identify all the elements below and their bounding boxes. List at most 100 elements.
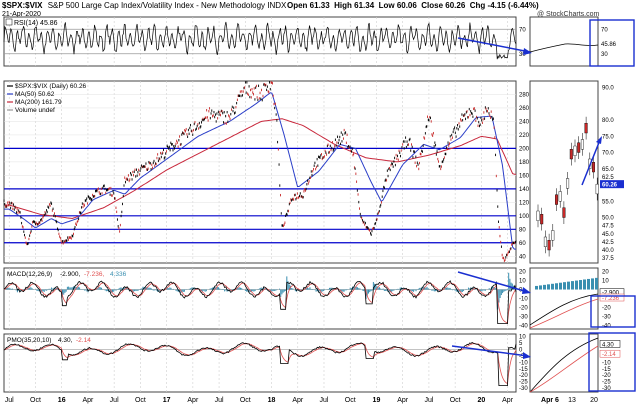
pmo-y-tick: 0 (519, 347, 523, 353)
macd-hist-bar (307, 287, 309, 290)
price-bar (143, 164, 145, 168)
macd-hist-bar (74, 286, 76, 290)
inset-x-tick-label: 20 (590, 397, 598, 404)
price-bar (256, 96, 258, 99)
price-y-tick: 100 (519, 214, 530, 220)
macd-hist-bar (69, 287, 71, 290)
price-bar (11, 202, 13, 205)
pmo-y-tick: -10 (519, 360, 528, 366)
macd-hist-bar (281, 289, 283, 295)
macd-hist-bar (372, 281, 374, 290)
price-bar (89, 197, 91, 200)
price-bar (428, 119, 430, 122)
price-bar (100, 187, 102, 190)
price-bar (470, 111, 472, 115)
price-bar (465, 117, 467, 121)
price-bar (133, 170, 135, 174)
price-bar (302, 196, 303, 199)
price-bar (106, 188, 108, 192)
price-bar (448, 144, 450, 147)
price-bar (269, 87, 271, 91)
x-tick-label: Apr (82, 397, 94, 404)
price-bar (146, 168, 148, 171)
macd-hist-bar (181, 289, 183, 292)
price-bar (232, 109, 234, 113)
price-bar (479, 124, 480, 128)
x-tick-label: Oct (135, 397, 146, 404)
macd-hist-bar (417, 288, 419, 290)
rsi-inset-line (529, 43, 599, 53)
price-bar (87, 195, 89, 198)
price-bar (410, 149, 412, 152)
price-bar (201, 121, 202, 124)
macd-hist-bar (48, 288, 50, 290)
macd-hist-bar (120, 287, 122, 290)
price-bar (103, 184, 105, 187)
price-bar (323, 156, 325, 159)
price-bar (358, 200, 360, 204)
macd-hist-bar (105, 289, 107, 292)
price-bar (484, 117, 486, 120)
macd-hist-bar (172, 288, 174, 290)
price-bar (511, 242, 513, 245)
price-bar (174, 144, 176, 148)
price-bar (157, 159, 159, 163)
price-bar (189, 126, 191, 130)
price-y-tick: 180 (519, 160, 530, 166)
macd-hist-bar (54, 287, 56, 290)
price-bar (351, 150, 352, 153)
price-bar (145, 162, 147, 165)
price-bar (111, 194, 113, 197)
price-bar (222, 111, 224, 115)
price-bar (406, 140, 408, 143)
macd-hist-bar (154, 289, 156, 291)
inset-macd-hist (571, 281, 574, 290)
price-bar (259, 91, 261, 95)
price-bar (118, 227, 120, 230)
macd-hist-bar (66, 286, 68, 290)
price-bar (71, 234, 73, 237)
rsi-line (3, 21, 517, 60)
inset-macd-hist (555, 283, 558, 290)
price-bar (157, 153, 159, 156)
macd-hist-bar (447, 287, 449, 290)
macd-hist-bar (76, 287, 78, 290)
price-bar (174, 147, 175, 150)
macd-hist-bar (221, 289, 223, 290)
macd-hist-bar (166, 287, 168, 290)
price-bar (265, 83, 267, 87)
price-trend-arrow (581, 139, 601, 186)
price-bar (475, 119, 477, 122)
macd-hist-bar (27, 288, 29, 290)
price-bar (298, 196, 300, 199)
x-tick-label: Apr (397, 397, 409, 404)
pmo-last-tag (599, 340, 621, 348)
price-bar (159, 158, 161, 161)
price-bar (242, 94, 243, 97)
price-bar (56, 227, 58, 230)
price-bar (283, 223, 285, 226)
macd-hist-bar (259, 288, 261, 290)
macd-hist-bar (142, 286, 144, 290)
macd-hist-bar (437, 289, 439, 292)
price-bar (223, 121, 224, 124)
inset-price-y-tick: 75.0 (602, 134, 614, 140)
macd-hist-bar (508, 272, 510, 290)
macd-hist-bar (244, 289, 246, 292)
price-bar (131, 178, 133, 181)
price-bar (293, 198, 295, 201)
price-bar (167, 145, 169, 149)
price-bar (233, 106, 235, 109)
x-tick-label: Apr (292, 397, 304, 404)
macd-hist-bar (155, 289, 157, 291)
price-bar (54, 212, 55, 215)
price-bar (472, 115, 474, 118)
macd-hist-bar (291, 287, 293, 290)
price-bar (370, 232, 371, 235)
price-bar (231, 108, 232, 111)
price-bar (176, 141, 178, 144)
price-bar (444, 152, 446, 156)
price-bar (433, 145, 435, 148)
price-bar (239, 94, 241, 98)
price-bar (392, 165, 394, 168)
